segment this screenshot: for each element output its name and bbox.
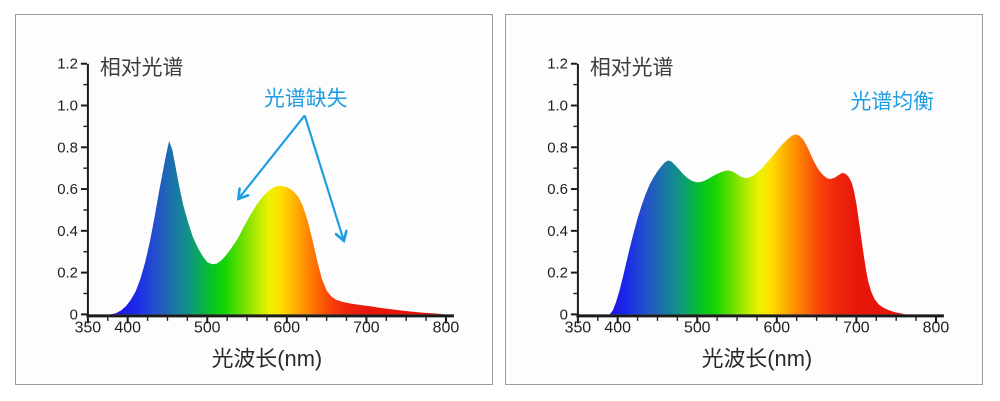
x-tick-label: 700: [843, 319, 870, 336]
chart-panel-balanced-spectrum: 350 400 500 600 700 800 0 0.2 0.4 0.6 0.8 1.0 1.2 相对…: [505, 14, 983, 385]
annotation-label-deficient: 光谱缺失: [264, 88, 348, 111]
x-tick-label: 800: [923, 319, 950, 336]
y-tick-label: 0.2: [547, 266, 568, 282]
axes: 350 400 500 600 700 800 0 0.2 0.4 0.6 0.8 1.0 1.2: [547, 57, 949, 337]
y-tick-label: 0.8: [57, 140, 78, 156]
annotation-arrow: [239, 114, 306, 198]
x-tick-label: 350: [75, 319, 102, 336]
chart-panel-deficient-spectrum: 350 400 500 600 700 800 0 0.2 0.4 0.6 0.8 1.0 1.2 相对…: [15, 14, 493, 385]
x-tick-label: 400: [604, 319, 631, 336]
y-tick-label: 0.6: [547, 182, 568, 198]
annotation-arrows: [239, 114, 344, 239]
x-axis-label: 光波长(nm): [212, 346, 323, 371]
y-tick-label: 0: [560, 307, 568, 323]
y-tick-label: 1.2: [57, 57, 78, 73]
x-tick-label: 350: [565, 319, 592, 336]
y-tick-label: 0.2: [57, 266, 78, 282]
axes: 350 400 500 600 700 800 0 0.2 0.4 0.6 0.8 1.0 1.2: [57, 57, 459, 337]
x-tick-label: 600: [274, 319, 301, 336]
x-tick-label: 500: [194, 319, 221, 336]
annotation-label-balanced: 光谱均衡: [850, 90, 934, 113]
y-tick-label: 0.4: [547, 224, 568, 240]
annotation-arrow: [303, 115, 344, 239]
y-tick-label: 0.8: [547, 140, 568, 156]
chart-title: 相对光谱: [100, 57, 184, 80]
y-tick-label: 1.0: [547, 98, 568, 114]
chart-title: 相对光谱: [590, 57, 674, 80]
x-axis-label: 光波长(nm): [702, 346, 813, 371]
y-tick-label: 0: [70, 307, 78, 323]
x-tick-label: 800: [433, 319, 460, 336]
spectrum-curve: [609, 134, 906, 315]
spectrum-curve: [110, 141, 446, 315]
spectrum-area-fill: [609, 134, 906, 315]
x-tick-label: 600: [764, 319, 791, 336]
spectrum-chart-deficient: 350 400 500 600 700 800 0 0.2 0.4 0.6 0.8 1.0 1.2 相对…: [57, 57, 459, 371]
y-tick-label: 1.0: [57, 98, 78, 114]
y-tick-label: 0.6: [57, 182, 78, 198]
x-tick-label: 700: [353, 319, 380, 336]
y-tick-label: 0.4: [57, 224, 78, 240]
y-tick-label: 1.2: [547, 57, 568, 73]
spectrum-chart-balanced: 350 400 500 600 700 800 0 0.2 0.4 0.6 0.8 1.0 1.2 相对…: [547, 57, 949, 371]
x-tick-label: 500: [684, 319, 711, 336]
spectrum-area-fill: [110, 141, 446, 315]
x-tick-label: 400: [114, 319, 141, 336]
